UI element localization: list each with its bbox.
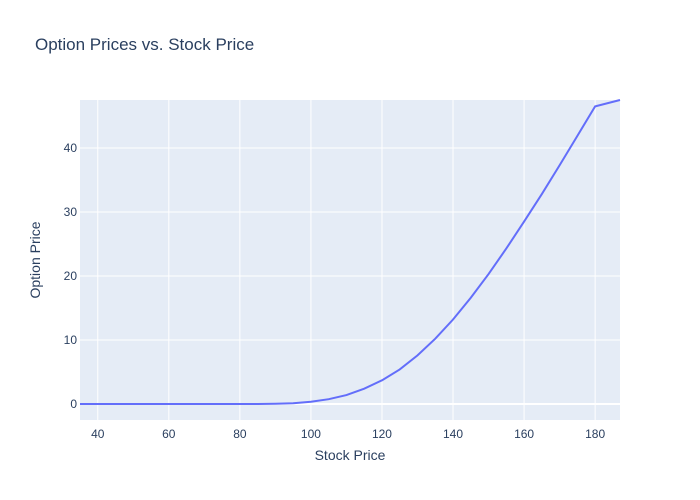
y-tick-labels: 0 10 20 30 40: [64, 141, 78, 411]
series-line: [80, 99, 621, 405]
x-tick-label: 40: [91, 427, 105, 441]
x-tick-label: 180: [585, 427, 605, 441]
x-axis-label: Stock Price: [315, 447, 386, 463]
chart-title: Option Prices vs. Stock Price: [35, 35, 254, 54]
y-tick-label: 20: [64, 269, 78, 283]
x-tick-label: 120: [372, 427, 392, 441]
x-gridlines: [97, 100, 596, 420]
x-tick-label: 60: [162, 427, 176, 441]
y-tick-label: 10: [64, 333, 78, 347]
x-tick-labels: 40 60 80 100 120 140 160 180: [91, 427, 605, 441]
y-axis-label: Option Price: [27, 221, 43, 298]
y-tick-label: 40: [64, 141, 78, 155]
x-tick-label: 80: [233, 427, 247, 441]
plot-area: [80, 100, 620, 420]
x-tick-label: 140: [443, 427, 463, 441]
x-tick-label: 160: [514, 427, 534, 441]
y-tick-label: 30: [64, 205, 78, 219]
y-tick-label: 0: [70, 397, 77, 411]
x-tick-label: 100: [301, 427, 321, 441]
